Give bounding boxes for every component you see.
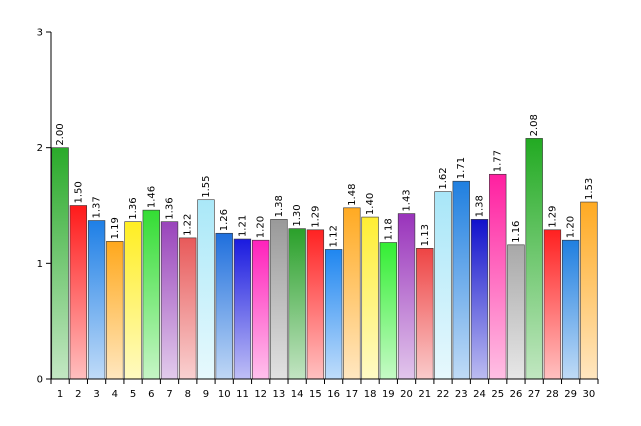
x-tick-label-6: 6 <box>148 389 154 400</box>
bar-3 <box>87 220 106 380</box>
bar-30 <box>580 201 598 380</box>
bar-22 <box>434 191 452 380</box>
labels-group: 2.00 1 1.50 2 1.37 3 1.19 4 1.36 5 1.46 6 1.36 7 1.22 8… <box>37 28 596 401</box>
data-label-16: 1.12 <box>329 225 340 247</box>
bar-7 <box>160 221 179 380</box>
data-label-27: 2.08 <box>529 114 540 136</box>
data-label-24: 1.38 <box>474 195 485 217</box>
data-label-23: 1.71 <box>456 157 467 179</box>
x-tick-label-14: 14 <box>291 389 304 400</box>
data-label-17: 1.48 <box>347 184 358 206</box>
data-label-18: 1.40 <box>365 193 376 215</box>
data-label-6: 1.46 <box>146 186 157 208</box>
data-label-21: 1.13 <box>420 224 431 246</box>
data-label-2: 1.50 <box>73 181 84 203</box>
x-tick-label-1: 1 <box>57 389 63 400</box>
bar-20 <box>397 213 416 380</box>
bar-2 <box>69 205 88 380</box>
x-tick-label-27: 27 <box>528 389 541 400</box>
data-label-4: 1.19 <box>110 217 121 239</box>
x-tick-label-13: 13 <box>273 389 286 400</box>
x-tick-label-4: 4 <box>112 389 118 400</box>
data-label-5: 1.36 <box>128 197 139 219</box>
data-label-9: 1.55 <box>201 175 212 197</box>
x-tick-label-30: 30 <box>583 389 596 400</box>
x-tick-label-11: 11 <box>236 389 249 400</box>
bar-27 <box>525 138 543 380</box>
bar-8 <box>179 237 197 380</box>
bar-11 <box>233 238 252 380</box>
data-label-29: 1.20 <box>566 216 577 238</box>
data-label-13: 1.38 <box>274 195 285 217</box>
x-tick-label-8: 8 <box>185 389 191 400</box>
bar-14 <box>288 228 306 380</box>
data-label-25: 1.77 <box>493 150 504 172</box>
bar-26 <box>507 244 525 380</box>
bar-17 <box>343 207 361 380</box>
x-tick-label-2: 2 <box>75 389 81 400</box>
x-tick-label-3: 3 <box>93 389 99 400</box>
y-tick-label-1: 1 <box>37 259 43 270</box>
x-tick-label-16: 16 <box>327 389 340 400</box>
data-label-14: 1.30 <box>292 204 303 226</box>
x-tick-label-17: 17 <box>345 389 358 400</box>
y-tick-label-0: 0 <box>37 375 43 386</box>
y-tick-label-3: 3 <box>37 28 43 39</box>
x-tick-label-10: 10 <box>218 389 231 400</box>
x-tick-label-5: 5 <box>130 389 136 400</box>
x-tick-label-7: 7 <box>166 389 172 400</box>
bar-5 <box>124 221 142 380</box>
bar-10 <box>215 232 233 380</box>
data-label-28: 1.29 <box>547 206 558 228</box>
bar-4 <box>106 241 124 380</box>
bar-19 <box>379 242 397 380</box>
y-tick-label-2: 2 <box>37 143 43 154</box>
bar-28 <box>543 229 562 380</box>
bar-21 <box>416 248 434 380</box>
bar-18 <box>361 216 379 380</box>
bar-1 <box>51 147 69 380</box>
data-label-7: 1.36 <box>165 197 176 219</box>
x-tick-label-19: 19 <box>382 389 395 400</box>
bars-group <box>51 138 598 380</box>
x-tick-label-18: 18 <box>364 389 377 400</box>
data-label-12: 1.20 <box>256 216 267 238</box>
x-tick-label-26: 26 <box>510 389 523 400</box>
bar-16 <box>324 249 343 380</box>
bar-9 <box>197 199 215 380</box>
data-label-8: 1.22 <box>183 214 194 236</box>
data-label-1: 2.00 <box>55 123 66 145</box>
bar-25 <box>489 173 507 380</box>
bar-23 <box>452 180 470 380</box>
bar-29 <box>561 239 580 380</box>
data-label-11: 1.21 <box>237 215 248 237</box>
bar-6 <box>142 209 160 380</box>
data-label-10: 1.26 <box>219 209 230 231</box>
bar-13 <box>270 219 288 380</box>
data-label-3: 1.37 <box>92 196 103 218</box>
data-label-26: 1.16 <box>511 221 522 243</box>
data-label-19: 1.18 <box>383 218 394 240</box>
x-tick-label-24: 24 <box>473 389 486 400</box>
x-tick-label-15: 15 <box>309 389 322 400</box>
x-tick-label-9: 9 <box>203 389 209 400</box>
x-tick-label-29: 29 <box>564 389 577 400</box>
bar-15 <box>306 229 325 380</box>
x-tick-label-21: 21 <box>418 389 431 400</box>
x-tick-label-23: 23 <box>455 389 468 400</box>
x-tick-label-25: 25 <box>491 389 504 400</box>
x-tick-label-12: 12 <box>254 389 267 400</box>
x-tick-label-28: 28 <box>546 389 559 400</box>
x-tick-label-22: 22 <box>437 389 450 400</box>
bar-24 <box>470 219 489 380</box>
data-label-15: 1.29 <box>310 206 321 228</box>
data-label-30: 1.53 <box>584 178 595 200</box>
x-tick-label-20: 20 <box>400 389 413 400</box>
data-label-22: 1.62 <box>438 167 449 189</box>
axes-group <box>46 31 599 384</box>
data-label-20: 1.43 <box>402 189 413 211</box>
bar-12 <box>252 239 270 380</box>
